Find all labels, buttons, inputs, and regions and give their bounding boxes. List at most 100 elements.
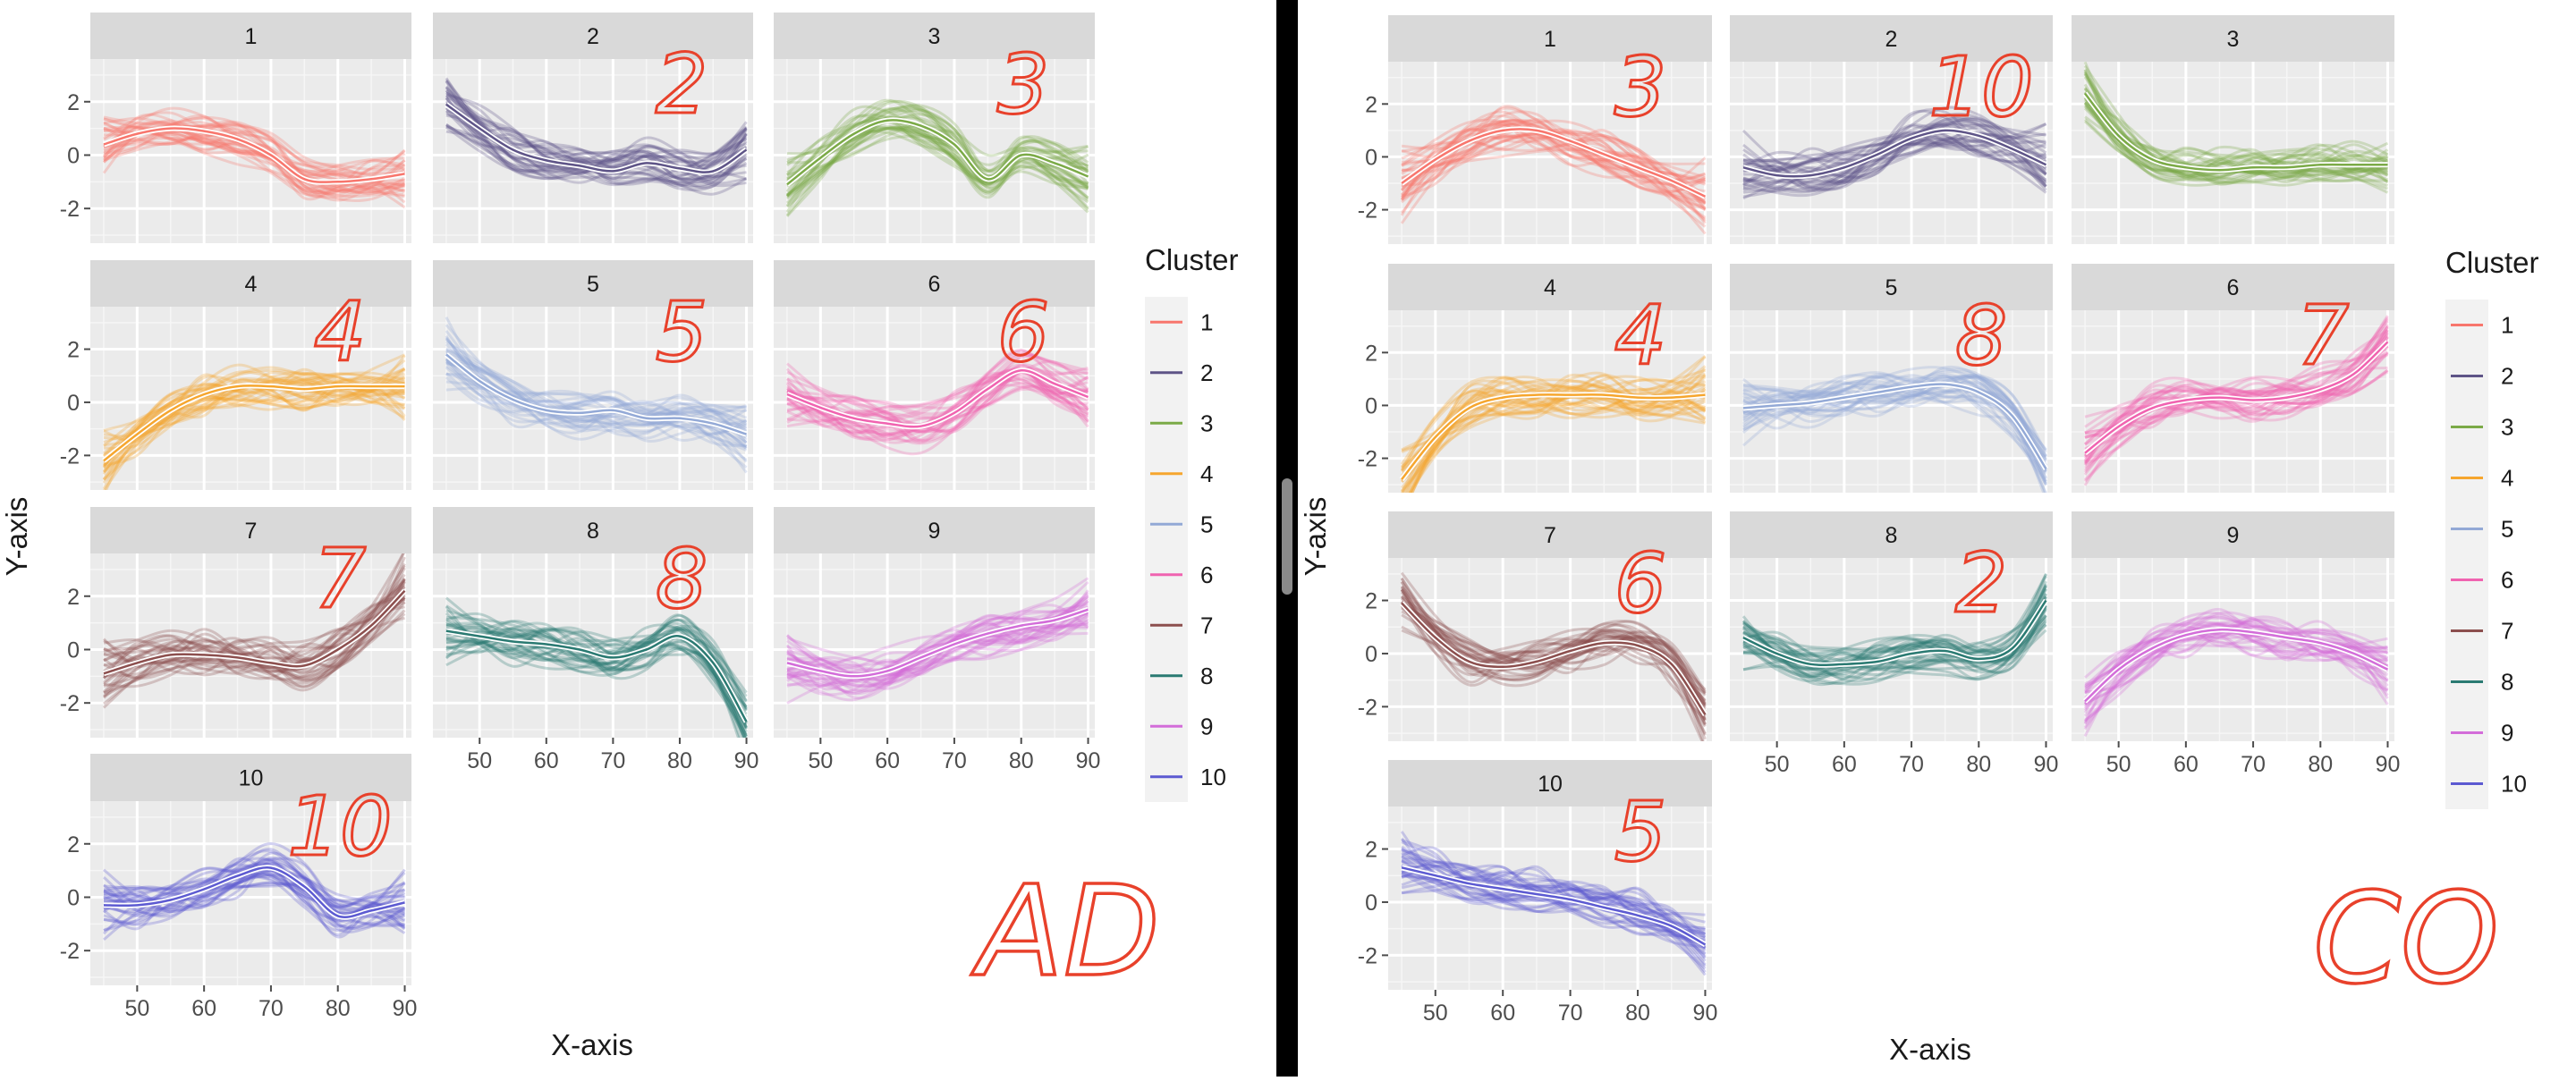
trajectory-line [103,609,406,697]
trajectory-line [1742,138,2047,194]
trajectory-line [1741,588,2047,670]
handwritten-annotation: 10 [1928,39,2033,135]
trajectory-line [103,877,406,934]
trajectory-line [1400,384,1706,493]
x-tick-label: 60 [534,748,559,773]
trajectory-line [1401,869,1707,970]
trajectory-line [2083,366,2388,467]
x-tick-label: 90 [2034,752,2059,777]
facet-strip [1388,264,1712,310]
trajectory-line [2084,616,2389,691]
facet-strip-label: 1 [245,24,258,49]
trajectory-line [1742,373,2047,472]
trajectory-line [445,112,748,181]
facet-strip-label: 2 [587,24,599,49]
facet-strip [774,13,1095,59]
trajectory-line [1401,383,1707,483]
trajectory-line [102,597,405,680]
trajectory-line [445,612,748,708]
trajectory-line [102,578,406,709]
trajectory-line [786,123,1089,190]
trajectory-line [786,376,1089,444]
trajectory-line [1742,386,2047,472]
trajectory-line [1742,573,2047,654]
trajectory-line [103,133,405,198]
trajectory-line [1401,135,1707,219]
handwritten-annotation: 4 [314,284,367,380]
trajectory-line [1400,140,1707,228]
trajectory-line [1742,375,2047,457]
facet-strip [90,260,411,307]
trajectory-line [786,349,1089,435]
trajectory-line [786,367,1089,435]
facet-panel-10: 10 -2 0 2 50 60 70 80 90 5 [1358,760,1717,1026]
trajectory-line [2084,120,2388,187]
facet-strip-label: 10 [239,766,264,791]
trajectory-line [103,353,406,441]
mean-curve-10 [1401,866,1707,946]
split-handle[interactable] [1282,478,1292,595]
trajectory-line [102,379,405,473]
facet-panel-bg [1388,558,1712,741]
trajectory-line [103,616,406,695]
trajectory-line [1741,623,2047,679]
trajectory-line [445,360,747,435]
trajectory-line [2083,618,2388,695]
trajectory-line [445,94,748,169]
facet-strip [2072,264,2394,310]
trajectory-line [2083,623,2389,724]
trajectory-band [2083,315,2390,486]
trajectory-line [1742,389,2047,486]
facet-panel-2: 2 10 [1730,15,2053,244]
trajectory-line [785,98,1089,198]
trajectory-line [786,104,1089,173]
trajectory-line [1742,614,2047,671]
facet-panel-bg [774,307,1095,490]
facet-strip [90,507,411,553]
x-tick-label: 70 [600,748,625,773]
trajectory-line [103,874,405,923]
trajectory-line [785,359,1089,430]
handwritten-group-label: AD [970,859,1160,1005]
legend-label-2: 2 [2501,363,2513,390]
trajectory-line [2083,83,2389,177]
facet-panel-3: 3 [2072,15,2394,244]
facet-strip-label: 7 [1544,523,1556,548]
trajectory-line [1742,132,2047,188]
legend-label-10: 10 [1200,764,1226,790]
trajectory-line [1741,583,2047,687]
trajectory-band [445,77,749,196]
trajectory-line [2083,118,2388,182]
trajectory-line [786,367,1089,425]
trajectory-line [1742,604,2047,669]
trajectory-line [445,355,748,426]
handwritten-group-label: CO [2313,866,2499,1012]
trajectory-band [102,106,406,209]
facet-strip [2072,15,2394,62]
trajectory-line [1401,122,1707,209]
trajectory-line [2083,102,2388,190]
trajectory-line [103,111,405,179]
facet-panel-4: 4 -2 0 2 4 [1358,264,1712,493]
trajectory-line [1742,379,2047,480]
trajectory-line [786,134,1089,209]
trajectory-line [2084,607,2389,679]
trajectory-line [445,620,748,708]
trajectory-line [103,132,405,197]
trajectory-line [103,874,405,911]
trajectory-line [1400,580,1707,740]
trajectory-line [445,79,748,162]
facet-panel-8: 8 50 60 70 80 90 2 [1730,511,2058,777]
facet-panel-bg [2072,62,2394,244]
y-tick-label: 2 [1365,589,1377,614]
trajectory-line [1400,586,1707,705]
trajectory-line [1742,132,2046,183]
x-tick-label: 70 [1899,752,1924,777]
y-tick-label: 2 [1365,341,1377,366]
mean-curve-4 [1401,393,1706,480]
trajectory-line [1742,607,2047,680]
mean-curve-7 [103,589,406,675]
trajectory-line [786,370,1089,442]
facet-panel-4: 4 -2 0 2 4 [60,260,411,490]
